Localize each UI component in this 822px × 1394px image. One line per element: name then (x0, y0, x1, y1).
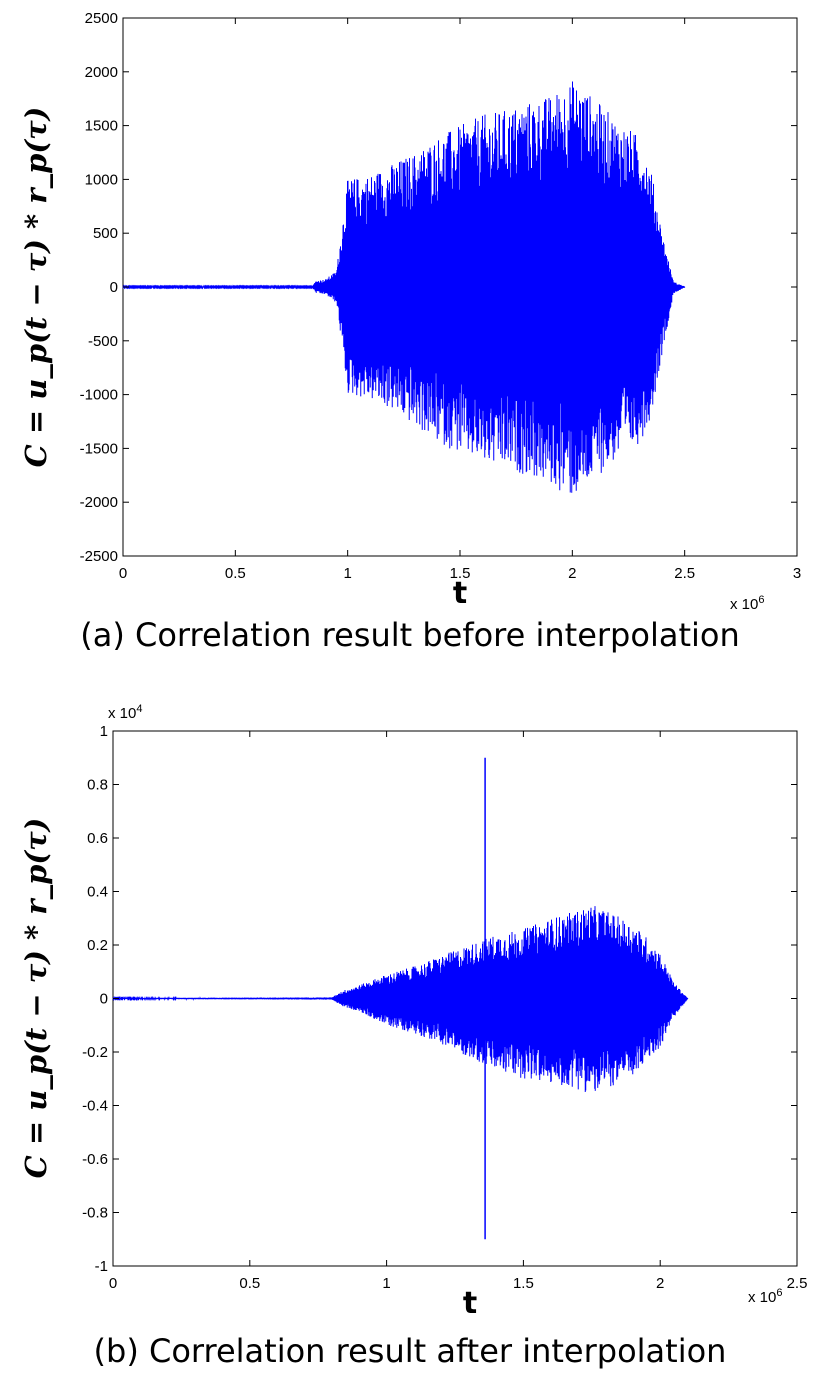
chart-b-ytick-label: -0.2 (82, 1044, 108, 1061)
chart-a-ytick-label: -1000 (80, 387, 118, 404)
chart-b-xlabel: t (463, 1286, 477, 1321)
chart-a-xtick-label: 2 (568, 565, 576, 582)
chart-b-ytick-label: 0.2 (87, 937, 108, 954)
chart-a-ytick-label: 1000 (85, 171, 118, 188)
chart-b-ytick-label: -0.8 (82, 1205, 108, 1222)
chart-b-xtick-label: 0.5 (239, 1275, 260, 1292)
chart-a-ytick-label: 500 (93, 225, 118, 242)
chart-a-xtick-label: 0.5 (225, 565, 246, 582)
chart-b-xtick-label: 2 (656, 1275, 664, 1292)
chart-a-ytick-label: -2000 (80, 494, 118, 511)
chart-b-y-multiplier: x 104 (108, 703, 142, 722)
chart-b-ytick-label: -1 (95, 1258, 108, 1275)
chart-a-signal (122, 81, 686, 493)
chart-a: 0 0.5 1 1.5 2 2.5 3 2500 2000 1500 1000 500 0 -500 -1… (19, 10, 801, 654)
chart-a-ytick-label: -500 (88, 333, 118, 350)
chart-b-xtick-label: 2.5 (787, 1275, 808, 1292)
chart-a-ytick-label: 2500 (85, 10, 118, 27)
chart-a-caption: (a) Correlation result before interpolat… (80, 616, 739, 654)
chart-a-ytick-label: 2000 (85, 64, 118, 81)
chart-a-xtick-label: 0 (119, 565, 127, 582)
chart-b: 0 0.5 1 1.5 2 2.5 1 0.8 0.6 0.4 0.2 0 -0.2 -0.4 -0.6 -… (19, 703, 807, 1370)
chart-a-xtick-label: 1.5 (450, 565, 471, 582)
chart-a-xtick-label: 2.5 (674, 565, 695, 582)
chart-b-ytick-label: 0.8 (87, 777, 108, 794)
chart-b-ytick-label: 0.6 (87, 830, 108, 847)
chart-b-ytick-label: -0.6 (82, 1151, 108, 1168)
chart-a-ytick-label: 0 (110, 279, 118, 296)
chart-b-ytick-label: -0.4 (82, 1098, 108, 1115)
chart-b-xtick-label: 0 (109, 1275, 117, 1292)
chart-b-signal (112, 906, 689, 1093)
chart-b-x-multiplier: x 106 (748, 1287, 782, 1306)
chart-a-x-multiplier: x 106 (730, 594, 764, 613)
chart-a-ylabel: C = u_p(t − τ) * r_p(τ) (19, 107, 53, 468)
chart-a-xlabel: t (453, 576, 467, 611)
chart-b-ytick-label: 0 (100, 991, 108, 1008)
chart-a-ytick-label: 1500 (85, 118, 118, 135)
chart-a-ytick-label: -2500 (80, 548, 118, 565)
chart-b-ylabel: C = u_p(t − τ) * r_p(τ) (19, 818, 53, 1179)
chart-b-ytick-label: 1 (100, 723, 108, 740)
chart-a-xtick-label: 3 (793, 565, 801, 582)
chart-b-xtick-label: 1 (382, 1275, 390, 1292)
chart-b-xtick-label: 1.5 (513, 1275, 534, 1292)
chart-b-ytick-label: 0.4 (87, 884, 108, 901)
chart-a-xtick-label: 1 (343, 565, 351, 582)
chart-a-ytick-label: -1500 (80, 440, 118, 457)
chart-b-caption: (b) Correlation result after interpolati… (94, 1332, 727, 1370)
